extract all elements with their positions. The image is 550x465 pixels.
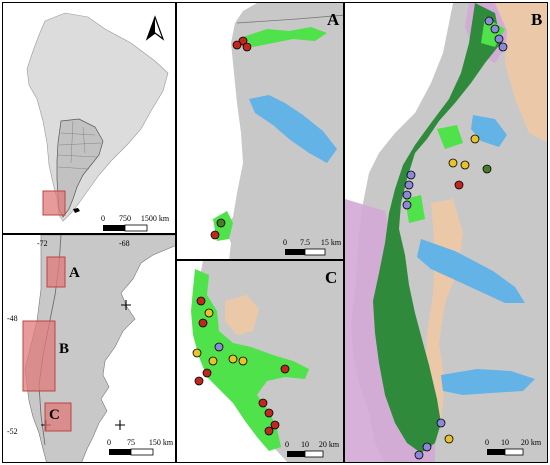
point-purple	[402, 200, 412, 210]
box-a-highlight	[46, 256, 66, 288]
point-yellow	[208, 356, 218, 366]
north-arrow-icon	[145, 15, 165, 41]
point-purple	[422, 442, 432, 452]
study-area-box	[42, 190, 66, 216]
lat-label-south: -52	[7, 427, 18, 436]
point-yellow	[204, 308, 214, 318]
point-yellow	[192, 348, 202, 358]
point-red	[264, 426, 274, 436]
point-yellow	[238, 356, 248, 366]
point-red	[264, 408, 274, 418]
panel-b-map: B 0 10 20 km	[345, 3, 547, 462]
point-purple	[498, 42, 508, 52]
panel-a-points	[210, 36, 252, 240]
panel-b-forest	[373, 3, 501, 453]
patagonia-scale-end: 150 km	[149, 438, 174, 447]
point-red	[454, 180, 464, 190]
panel-a-letter: A	[327, 10, 340, 29]
point-red	[238, 36, 248, 46]
point-red	[258, 398, 268, 408]
province-borders	[57, 120, 102, 170]
point-red	[202, 368, 212, 378]
point-yellow	[470, 134, 480, 144]
panel-b: B 0 10 20 km	[344, 2, 548, 463]
point-yellow	[448, 158, 458, 168]
point-red	[210, 230, 220, 240]
panel-c-forest	[191, 269, 309, 451]
panel-a-scale-bar: 0 7.5 15 km	[283, 238, 342, 256]
overview-scale-end: 1500 km	[141, 214, 170, 223]
patagonia-scale-bar: 0 75 150 km	[107, 438, 174, 456]
overview-scale-zero: 0	[101, 214, 105, 223]
panel-c-map: C 0 10 20 km	[191, 261, 343, 462]
point-purple	[404, 180, 414, 190]
panel-a-forest-north	[243, 27, 327, 47]
panel-b-scale-bar: 0 10 20 km	[485, 438, 542, 456]
panel-a-border	[236, 14, 343, 24]
panel-c-letter: C	[325, 268, 337, 287]
panel-a-map: A 0 7.5 15 km	[210, 3, 343, 259]
panel-c: C 0 10 20 km	[176, 260, 344, 463]
point-purple	[402, 190, 412, 200]
point-red	[242, 42, 252, 52]
panel-c-steppe	[225, 295, 259, 335]
south-america-landmass	[26, 12, 169, 222]
patagonia-map-panel: A B C -72 -68 -48 -52 0 75 150 km	[2, 234, 176, 463]
point-yellow	[228, 354, 238, 364]
panel-a-lake	[249, 95, 337, 163]
point-green	[216, 218, 226, 228]
point-green	[482, 164, 492, 174]
panel-b-lake-2	[441, 369, 535, 395]
panel-a: A 0 7.5 15 km	[176, 2, 344, 260]
panel-b-steppe	[495, 3, 547, 142]
panel-b-letter: B	[531, 10, 542, 29]
point-purple	[484, 16, 494, 26]
point-yellow	[460, 160, 470, 170]
panel-a-scale-mid: 7.5	[300, 238, 310, 247]
box-b-highlight	[22, 320, 56, 392]
point-purple	[490, 24, 500, 34]
point-red	[196, 296, 206, 306]
panel-c-points	[192, 296, 290, 436]
panel-c-scale-end: 20 km	[319, 440, 340, 449]
lon-label-east: -68	[119, 239, 130, 248]
panel-c-scale-mid: 10	[301, 440, 309, 449]
panel-b-lake-3	[471, 115, 507, 147]
point-red	[280, 364, 290, 374]
panel-b-lake-1	[417, 239, 525, 303]
panel-a-scale-end: 15 km	[321, 238, 342, 247]
overview-map-panel: 0 750 1500 km	[2, 2, 176, 234]
box-c-highlight	[44, 402, 72, 432]
point-purple	[494, 34, 504, 44]
panel-a-scale-zero: 0	[283, 238, 287, 247]
point-purple	[436, 418, 446, 428]
overview-map: 0 750 1500 km	[26, 12, 170, 232]
box-b-label: B	[59, 341, 69, 357]
overview-scale-bar: 0 750 1500 km	[101, 214, 170, 232]
point-purple	[414, 450, 424, 460]
box-c-label: C	[49, 407, 60, 423]
box-a-label: A	[69, 265, 80, 281]
lat-label-north: -48	[7, 314, 18, 323]
point-purple	[406, 170, 416, 180]
patagonia-scale-zero: 0	[107, 438, 111, 447]
panel-b-scale-zero: 0	[485, 438, 489, 447]
panel-c-scale-bar: 0 10 20 km	[285, 440, 340, 458]
panel-b-scale-end: 20 km	[521, 438, 542, 447]
point-red	[198, 318, 208, 328]
patagonia-scale-mid: 75	[127, 438, 135, 447]
point-red	[194, 376, 204, 386]
point-yellow	[444, 434, 454, 444]
panel-b-points	[402, 16, 508, 460]
overview-scale-mid: 750	[119, 214, 131, 223]
point-red	[270, 420, 280, 430]
point-red	[232, 40, 242, 50]
point-purple	[214, 342, 224, 352]
panel-c-scale-zero: 0	[285, 440, 289, 449]
lon-label-west: -72	[37, 239, 48, 248]
patagonia-map: A B C -72 -68 -48 -52 0 75 150 km	[7, 235, 175, 462]
panel-b-scale-mid: 10	[501, 438, 509, 447]
falklands-islands	[73, 208, 80, 213]
